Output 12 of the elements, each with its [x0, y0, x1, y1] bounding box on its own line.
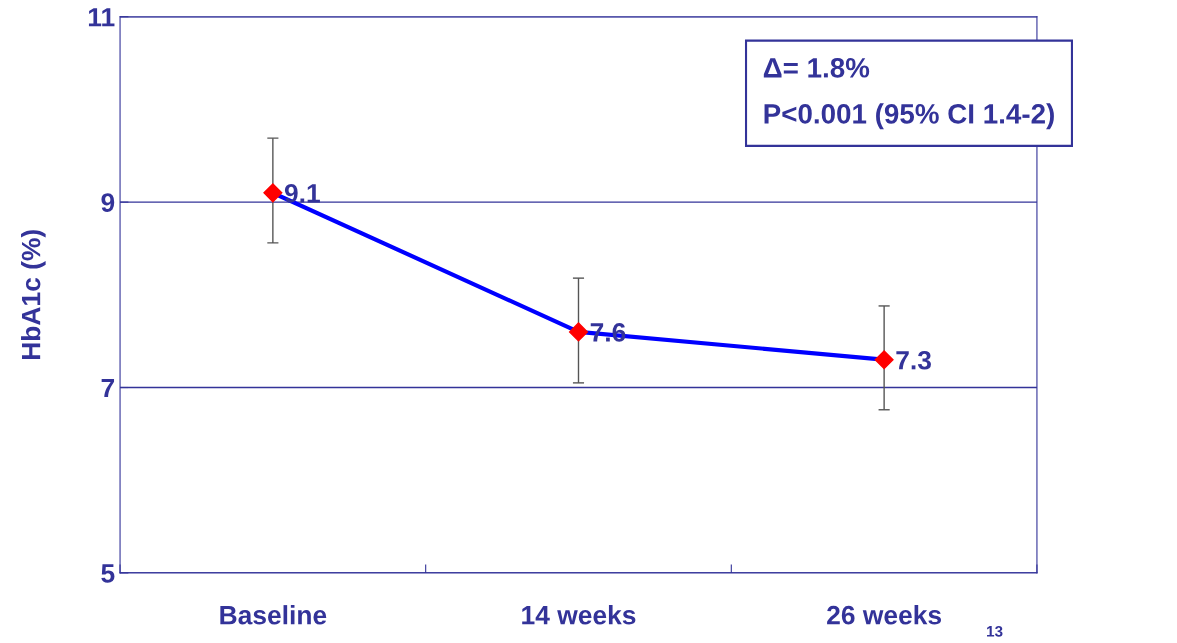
x-tick-label: 14 weeks [522, 605, 636, 625]
x-tick-label: 26 weeks [827, 605, 941, 625]
y-axis-title: HbA1c (%) [21, 230, 46, 360]
y-tick-label: 7 [101, 378, 115, 398]
y-tick-label: 5 [101, 564, 115, 583]
y-tick-label: 11 [88, 8, 115, 27]
data-label: 7.3 [896, 350, 931, 370]
x-tick-label: Baseline [220, 605, 327, 625]
y-tick-label: 9 [101, 193, 115, 212]
annotation: Δ= 1.8% P<0.001 (95% CI 1.4-2) [763, 58, 1054, 130]
text: 13 [987, 625, 1003, 637]
data-label: 9.1 [284, 184, 320, 203]
